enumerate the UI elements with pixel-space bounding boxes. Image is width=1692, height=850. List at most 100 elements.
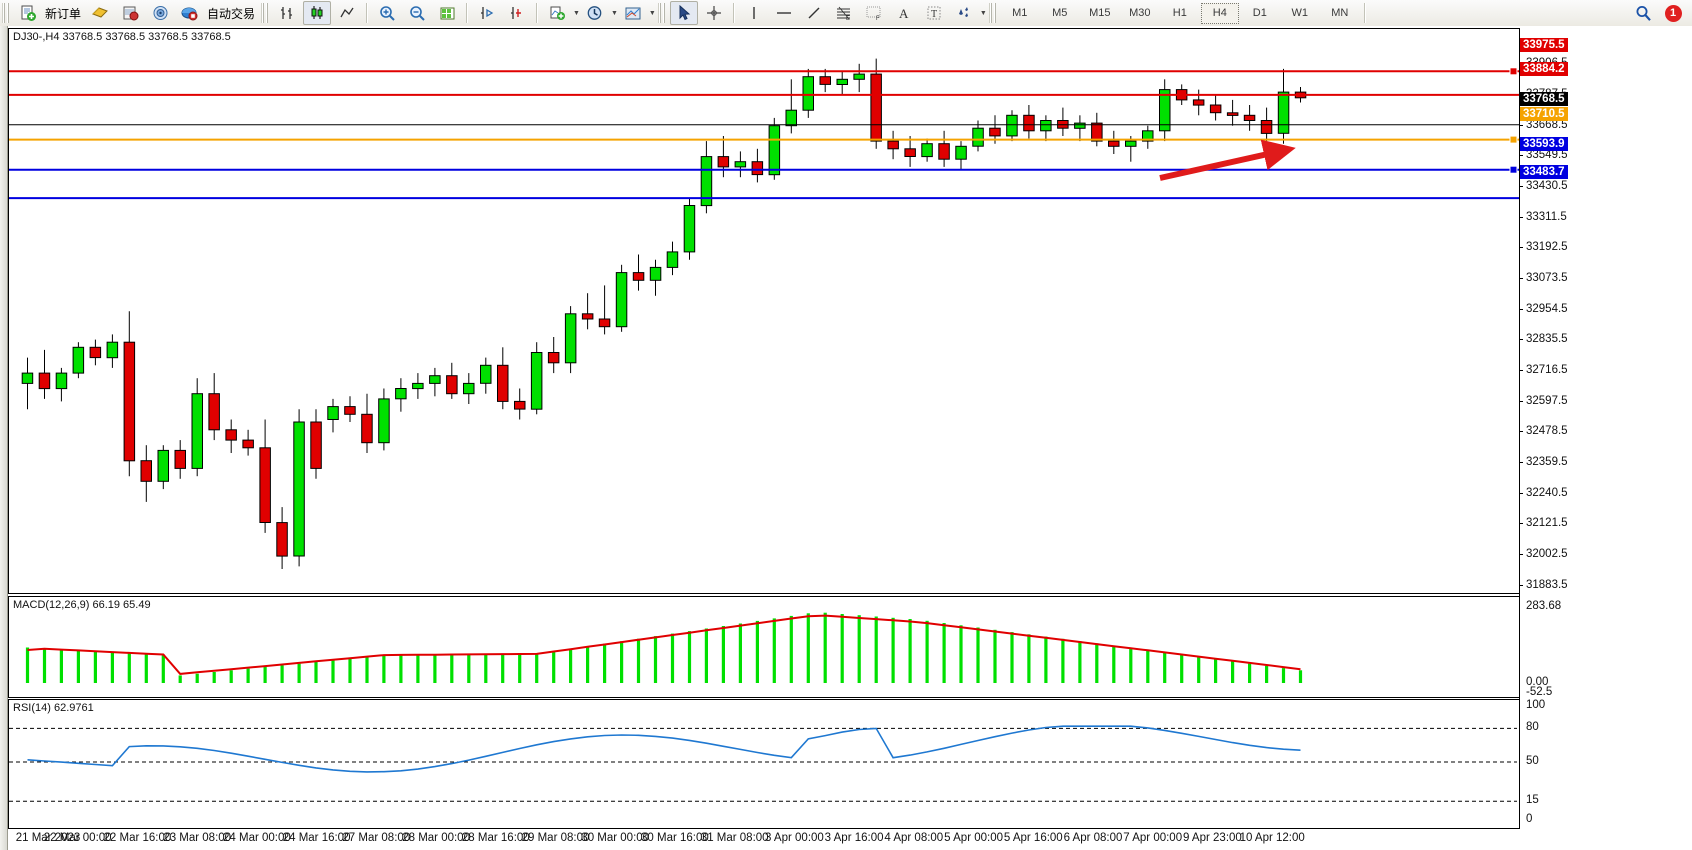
templates-caret-icon[interactable]: ▼ — [648, 9, 656, 17]
axis-tick-label: 32359.5 — [1526, 455, 1568, 468]
zoom-in-icon[interactable] — [373, 1, 401, 25]
axis-tick — [1519, 339, 1523, 341]
axis-tick-label: 32002.5 — [1526, 547, 1568, 560]
price-label-pivot[interactable]: 33710.5 — [1520, 106, 1568, 121]
axis-tick-label: 32121.5 — [1526, 517, 1568, 530]
time-axis-label: 28 Mar 16:00 — [461, 832, 530, 844]
time-axis-label: 27 Mar 08:00 — [342, 832, 411, 844]
textlabel-icon[interactable]: T — [920, 1, 948, 25]
time-axis-label: 30 Mar 16:00 — [641, 832, 709, 844]
axis-tick-label: 32478.5 — [1526, 425, 1568, 438]
toolbar-grip-4[interactable] — [988, 3, 997, 23]
timeframe-mn[interactable]: MN — [1331, 7, 1349, 19]
timeframe-d1[interactable]: D1 — [1252, 7, 1267, 19]
time-axis-label: 3 Apr 16:00 — [824, 832, 884, 844]
templates-icon[interactable] — [619, 1, 647, 25]
axis-tick-label: 31883.5 — [1526, 578, 1568, 591]
axis-tick-label: 33549.5 — [1526, 149, 1568, 162]
axis-tick — [1519, 124, 1523, 126]
price-pane[interactable]: DJ30-,H4 33768.5 33768.5 33768.5 33768.5 — [8, 28, 1520, 594]
axis-tick-label: 32954.5 — [1526, 302, 1568, 315]
time-axis-label: 9 Apr 23:00 — [1182, 832, 1242, 844]
shift-end-icon[interactable] — [503, 1, 531, 25]
notification-badge: 1 — [1664, 4, 1682, 22]
time-axis[interactable]: 21 Mar 2023 22 Mar 00:00 22 Mar 16:00 23 Ma… — [8, 827, 1692, 850]
objects-caret-icon[interactable]: ▼ — [979, 9, 987, 17]
timeframe-m5[interactable]: M5 — [1052, 7, 1068, 19]
toolbar-grip-3[interactable] — [657, 3, 666, 23]
timeframe-m1[interactable]: M1 — [1012, 7, 1028, 19]
rsi-axis-label: 80 — [1526, 721, 1539, 734]
axis-tick-label: 33311.5 — [1526, 210, 1567, 223]
shift-start-icon[interactable] — [473, 1, 501, 25]
bar-chart-icon[interactable] — [273, 1, 301, 25]
chart-area: DJ30-,H4 33768.5 33768.5 33768.5 33768.5… — [0, 26, 1692, 850]
time-axis-label: 22 Mar 00:00 — [43, 832, 112, 844]
time-axis-label: 4 Apr 08:00 — [884, 832, 944, 844]
macd-plot — [25, 612, 1303, 683]
chart-template-icon[interactable] — [86, 1, 114, 25]
new-order-icon[interactable] — [14, 1, 42, 25]
market-watch-icon[interactable] — [116, 1, 144, 25]
axis-tick — [1519, 369, 1523, 371]
navigator-icon[interactable] — [146, 1, 174, 25]
auto-trading-label[interactable]: 自动交易 — [207, 6, 256, 21]
time-axis-label: 29 Mar 08:00 — [521, 832, 590, 844]
time-axis-label: 23 Mar 08:00 — [163, 832, 232, 844]
price-label-last-price[interactable]: 33768.5 — [1520, 91, 1568, 106]
search-icon[interactable] — [1629, 1, 1657, 25]
candlestick-icon[interactable] — [303, 1, 332, 25]
rsi-axis-label: 15 — [1526, 794, 1539, 807]
axis-tick-label: 33430.5 — [1526, 179, 1568, 192]
price-label-support-upper[interactable]: 33593.9 — [1520, 136, 1568, 151]
timeframe-h4[interactable]: H4 — [1200, 2, 1239, 24]
notifications-button[interactable]: 1 — [1659, 1, 1687, 25]
macd-axis-label: 283.68 — [1526, 600, 1562, 612]
price-axis[interactable]: 33906.533787.533668.533549.533430.533311… — [1519, 28, 1692, 827]
time-axis-label: 24 Mar 00:00 — [223, 832, 291, 844]
zoom-out-icon[interactable] — [403, 1, 431, 25]
rsi-pane[interactable]: RSI(14) 62.9761 — [8, 699, 1520, 829]
period-caret-icon[interactable]: ▼ — [610, 9, 618, 17]
objects-icon[interactable] — [950, 1, 978, 25]
crosshair-icon[interactable] — [700, 1, 728, 25]
rsi-label: RSI(14) 62.9761 — [13, 702, 96, 714]
auto-trading-icon[interactable] — [176, 1, 204, 25]
toolbar-grip[interactable] — [2, 3, 10, 23]
price-candles — [21, 58, 1307, 569]
rsi-axis-label: 50 — [1526, 755, 1539, 767]
svg-text:T: T — [931, 9, 937, 20]
line-chart-icon[interactable] — [333, 1, 361, 25]
axis-tick — [1519, 185, 1523, 187]
time-axis-label: 21 Mar 2023 — [15, 832, 81, 844]
price-label-resistance-upper[interactable]: 33975.5 — [1520, 38, 1568, 53]
main-toolbar: 新订单 自动交易 — [0, 0, 1692, 27]
axis-tick — [1519, 155, 1523, 157]
vline-icon[interactable] — [740, 1, 768, 25]
hline-icon[interactable] — [770, 1, 798, 25]
new-order-label[interactable]: 新订单 — [45, 6, 82, 21]
fibo-icon[interactable]: E — [830, 1, 858, 25]
trendline-icon[interactable] — [800, 1, 828, 25]
time-axis-label: 31 Mar 08:00 — [700, 832, 769, 844]
timeframe-w1[interactable]: W1 — [1291, 7, 1309, 19]
indicators-caret-icon[interactable]: ▼ — [573, 9, 580, 17]
rsi-plot — [9, 725, 1517, 802]
channel-icon[interactable]: F — [860, 1, 888, 25]
price-label-support-lower[interactable]: 33483.7 — [1520, 165, 1568, 180]
axis-tick — [1519, 461, 1523, 463]
timeframe-m15[interactable]: M15 — [1089, 7, 1111, 19]
toolbar-grip-2[interactable] — [261, 3, 270, 23]
svg-text:A: A — [899, 6, 909, 21]
chart-title: DJ30-,H4 33768.5 33768.5 33768.5 33768.5 — [13, 31, 233, 43]
price-label-resistance-lower[interactable]: 33884.2 — [1520, 61, 1568, 76]
indicators-icon[interactable] — [543, 1, 571, 25]
cursor-icon[interactable] — [669, 1, 698, 25]
timeframe-h1[interactable]: H1 — [1172, 7, 1187, 19]
grid-icon[interactable] — [433, 1, 461, 25]
text-icon[interactable]: A — [890, 1, 918, 25]
axis-tick — [1519, 247, 1523, 249]
timeframe-m30[interactable]: M30 — [1129, 7, 1151, 19]
period-icon[interactable] — [581, 1, 609, 25]
macd-pane[interactable]: MACD(12,26,9) 66.19 65.49 — [8, 596, 1520, 698]
